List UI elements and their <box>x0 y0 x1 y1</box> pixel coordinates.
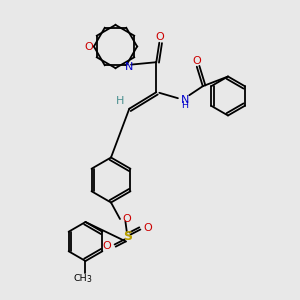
Text: H: H <box>116 96 124 106</box>
Text: CH: CH <box>73 274 87 283</box>
Text: O: O <box>155 32 164 42</box>
Text: O: O <box>122 214 131 224</box>
Text: 3: 3 <box>86 275 91 284</box>
Text: N: N <box>181 95 189 105</box>
Text: H: H <box>181 101 188 110</box>
Text: S: S <box>123 230 132 244</box>
Text: O: O <box>143 223 152 233</box>
Text: O: O <box>103 241 112 251</box>
Text: O: O <box>192 56 201 66</box>
Text: N: N <box>125 62 134 72</box>
Text: O: O <box>84 41 93 52</box>
